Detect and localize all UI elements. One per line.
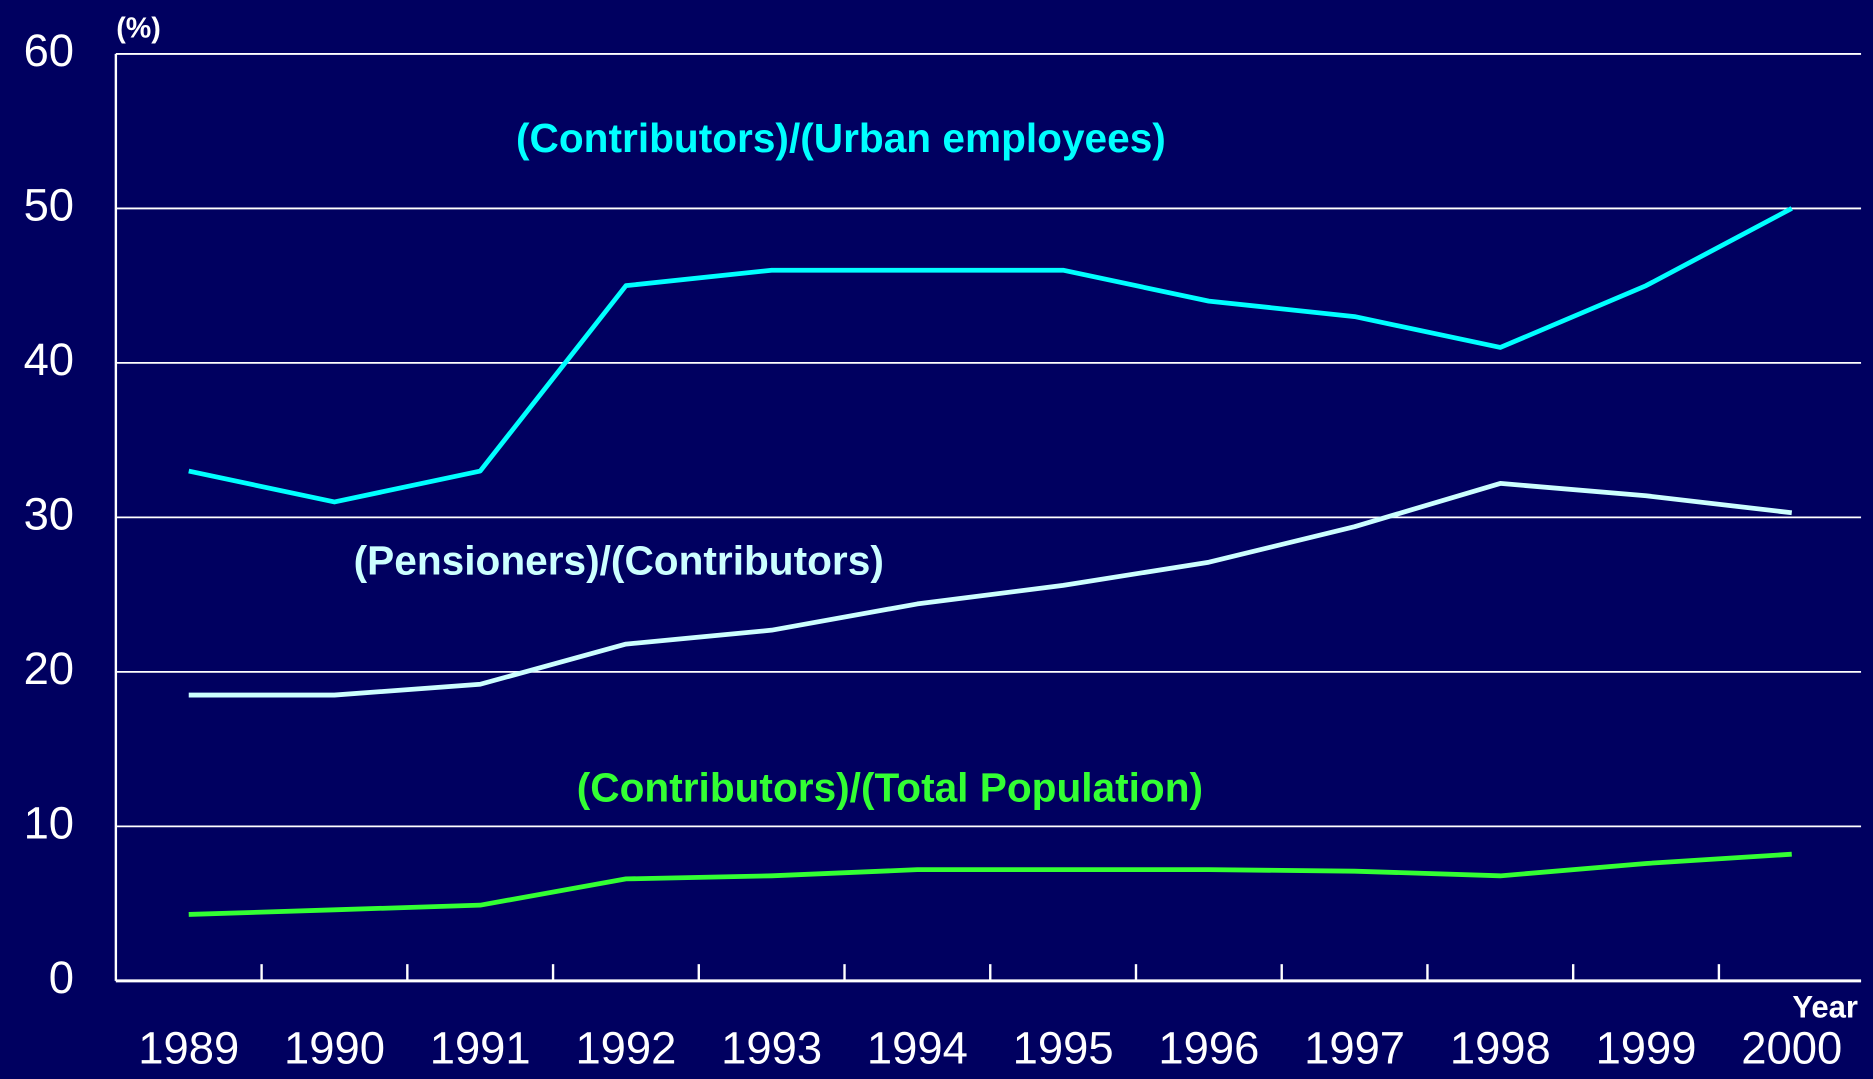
x-tick-label: 1998 xyxy=(1450,1022,1551,1073)
x-tick-label: 2000 xyxy=(1741,1022,1842,1073)
series-label: (Contributors)/(Total Population) xyxy=(577,765,1203,811)
series-label: (Pensioners)/(Contributors) xyxy=(354,538,884,584)
x-tick-label: 1992 xyxy=(575,1022,676,1073)
y-tick-label: 50 xyxy=(24,179,74,230)
x-axis-label: Year xyxy=(1792,990,1858,1025)
series-line xyxy=(188,206,1793,505)
y-axis-label: (%) xyxy=(116,13,161,45)
x-tick-label: 1995 xyxy=(1013,1022,1114,1073)
x-tick-label: 1991 xyxy=(430,1022,531,1073)
x-tick-label: 1999 xyxy=(1596,1022,1697,1073)
series-line xyxy=(188,851,1792,917)
x-tick-label: 1993 xyxy=(721,1022,822,1073)
x-tick-label: 1994 xyxy=(867,1022,968,1073)
y-tick-label: 10 xyxy=(24,797,74,848)
x-tick-label: 1997 xyxy=(1304,1022,1405,1073)
y-tick-label: 30 xyxy=(24,488,74,539)
series-label: (Contributors)/(Urban employees) xyxy=(516,115,1166,161)
y-tick-label: 40 xyxy=(24,334,74,385)
y-tick-label: 20 xyxy=(24,643,74,694)
x-tick-label: 1996 xyxy=(1158,1022,1259,1073)
series-line xyxy=(188,481,1793,698)
y-tick-label: 60 xyxy=(24,25,74,76)
x-tick-label: 1990 xyxy=(284,1022,385,1073)
y-tick-label: 0 xyxy=(49,952,74,1003)
x-tick-label: 1989 xyxy=(138,1022,239,1073)
